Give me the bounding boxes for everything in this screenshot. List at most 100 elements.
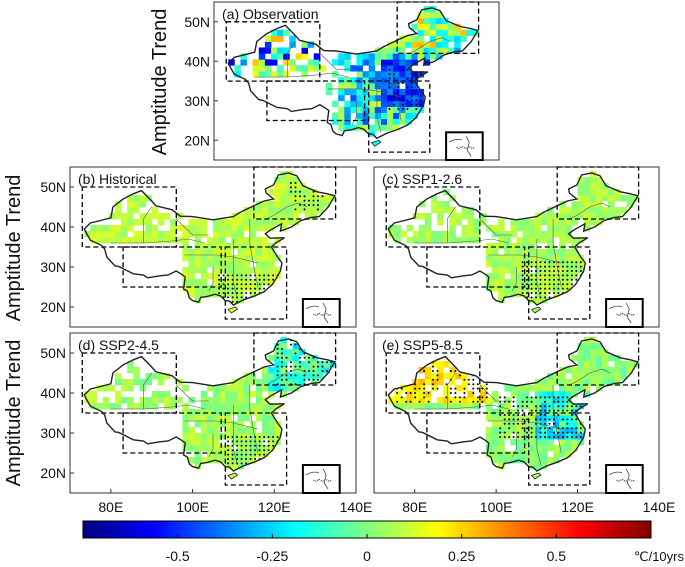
stipple-dot — [548, 405, 551, 408]
trend-cell — [114, 237, 122, 244]
trend-cell — [553, 397, 560, 404]
trend-cell — [200, 249, 208, 256]
stipple-dot — [267, 283, 270, 286]
stipple-dot — [521, 436, 524, 438]
trend-cell — [362, 53, 370, 60]
stipple-dot — [530, 436, 533, 438]
stipple-dot — [240, 462, 243, 465]
stipple-dot — [312, 374, 315, 377]
trend-cell — [399, 112, 406, 119]
trend-cell — [516, 421, 524, 428]
trend-cell — [534, 439, 542, 446]
trend-cell — [194, 463, 202, 470]
stipple-dot — [508, 409, 511, 412]
stipple-dot — [521, 287, 524, 290]
trend-cell — [264, 47, 272, 54]
trend-cell — [194, 249, 202, 256]
trend-cell — [504, 249, 511, 256]
trend-cell — [237, 391, 245, 398]
region-box — [396, 1, 480, 55]
trend-cell — [417, 41, 425, 48]
stipple-dot — [544, 418, 546, 421]
trend-cell — [350, 77, 357, 84]
trend-cell — [595, 189, 603, 196]
stipple-dot — [222, 292, 225, 294]
trend-cell — [262, 279, 269, 286]
trend-cell — [121, 213, 128, 220]
trend-cell — [467, 237, 475, 244]
stipple-dot — [308, 361, 310, 364]
trend-cell — [553, 427, 560, 434]
trend-cell — [393, 112, 400, 119]
province-boundary — [233, 405, 238, 466]
stipple-dot — [575, 278, 578, 281]
trend-cell — [620, 373, 627, 380]
trend-cell — [133, 231, 140, 238]
trend-cell — [225, 291, 232, 298]
trend-cell — [213, 231, 220, 238]
trend-cell — [268, 279, 275, 286]
stipple-dot — [294, 383, 297, 386]
trend-cell — [461, 231, 469, 238]
stipple-dot — [521, 274, 524, 277]
stipple-dot — [449, 387, 452, 390]
trend-cell — [200, 225, 208, 232]
trend-cell — [485, 403, 493, 410]
stipple-dot — [539, 405, 542, 408]
trend-cell — [485, 397, 493, 404]
trend-cell — [268, 373, 275, 380]
trend-cell — [356, 53, 364, 60]
stipple-dot — [517, 414, 520, 416]
stipple-dot — [526, 261, 529, 264]
trend-cell — [243, 267, 251, 274]
trend-cell — [449, 225, 456, 232]
trend-cell — [292, 195, 300, 202]
trend-cell — [292, 379, 300, 386]
trend-cell — [249, 279, 257, 286]
stipple-dot — [472, 400, 475, 403]
inset-island — [623, 480, 626, 482]
inset-frame — [445, 131, 484, 162]
trend-cell — [304, 195, 312, 202]
trend-cell — [540, 279, 548, 286]
inset-island — [616, 313, 618, 316]
trend-cell — [540, 291, 548, 298]
trend-cell — [534, 385, 542, 392]
trend-cell — [405, 77, 412, 84]
trend-cell — [380, 59, 388, 66]
trend-cell — [559, 255, 566, 262]
trend-cell — [504, 279, 511, 286]
trend-cell — [139, 231, 146, 238]
trend-cell — [374, 71, 382, 78]
trend-cell — [602, 379, 609, 386]
trend-cell — [262, 433, 269, 440]
trend-cell — [225, 231, 232, 238]
trend-cell — [271, 71, 278, 78]
trend-cell — [231, 255, 238, 262]
stipple-dot — [544, 287, 546, 290]
stipple-dot — [544, 270, 546, 272]
trend-cell — [264, 41, 272, 48]
trend-cell — [274, 427, 281, 434]
stipple-dot — [245, 462, 248, 465]
stipple-dot — [454, 396, 457, 399]
inset-island — [320, 314, 322, 316]
trend-cell — [534, 279, 542, 286]
trend-cell — [565, 261, 572, 268]
trend-cell — [200, 285, 208, 292]
trend-cell — [145, 225, 153, 232]
trend-cell — [268, 439, 275, 446]
stipple-dot — [294, 182, 297, 184]
stipple-dot — [561, 287, 564, 290]
stipple-dot — [303, 374, 306, 377]
province-boundary — [479, 218, 513, 236]
trend-cell — [547, 457, 554, 464]
trend-cell — [374, 59, 382, 66]
trend-cell — [182, 403, 189, 410]
trend-cell — [528, 409, 536, 416]
stipple-dot — [218, 292, 221, 294]
region-box — [426, 412, 526, 454]
trend-cell — [151, 237, 159, 244]
stipple-dot — [503, 396, 506, 399]
